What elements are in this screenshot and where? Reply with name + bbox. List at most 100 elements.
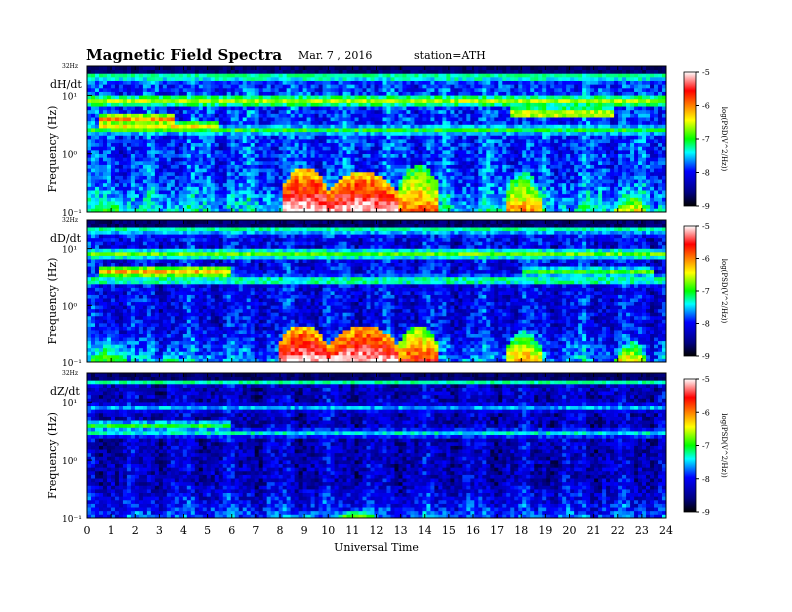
- spectrogram-cell: [518, 201, 523, 206]
- spectrogram-cell: [394, 142, 399, 147]
- spectrogram-cell: [350, 175, 355, 180]
- spectrogram-cell: [190, 208, 196, 213]
- spectrogram-cell: [402, 117, 407, 122]
- spectrogram-cell: [578, 179, 583, 184]
- spectrogram-cell: [118, 139, 124, 144]
- spectrogram-cell: [382, 106, 387, 111]
- spectrogram-cell: [366, 142, 371, 147]
- spectrogram-cell: [262, 204, 268, 209]
- spectrogram-cell: [366, 171, 371, 176]
- spectrogram-cell: [246, 146, 252, 151]
- spectrogram-cell: [490, 109, 495, 114]
- spectrogram-cell: [494, 186, 499, 191]
- spectrogram-cell: [254, 102, 260, 107]
- spectrogram-cell: [434, 160, 439, 165]
- spectrogram-cell: [234, 102, 240, 107]
- spectrogram-cell: [538, 109, 543, 114]
- spectrogram-cell: [442, 113, 447, 118]
- spectrogram-cell: [498, 201, 503, 206]
- spectrogram-cell: [154, 160, 160, 165]
- spectrogram-cell: [206, 201, 212, 206]
- spectrogram-cell: [394, 190, 399, 195]
- spectrogram-cell: [334, 87, 339, 92]
- spectrogram-cell: [582, 128, 587, 133]
- spectrogram-cell: [246, 84, 252, 89]
- spectrogram-cell: [270, 135, 276, 140]
- spectrogram-cell: [182, 208, 188, 213]
- spectrogram-cell: [442, 73, 447, 78]
- spectrogram-cell: [202, 66, 208, 71]
- spectrogram-cell: [338, 109, 343, 114]
- spectrogram-cell: [578, 76, 583, 81]
- spectrogram-cell: [530, 149, 535, 154]
- spectrogram-cell: [130, 186, 136, 191]
- spectrogram-cell: [554, 153, 559, 158]
- spectrogram-cell: [362, 124, 367, 129]
- spectrogram-cell: [518, 113, 523, 118]
- spectrogram-cell: [518, 164, 523, 169]
- spectrogram-cell: [362, 186, 367, 191]
- spectrogram-cell: [198, 171, 204, 176]
- spectrogram-cell: [90, 95, 96, 100]
- spectrogram-cell: [466, 109, 471, 114]
- spectrogram-cell: [578, 98, 583, 103]
- spectrogram-cell: [190, 84, 196, 89]
- spectrogram-cell: [122, 131, 128, 136]
- spectrogram-cell: [378, 76, 383, 81]
- spectrogram-cell: [498, 160, 503, 165]
- spectrogram-cell: [546, 131, 551, 136]
- spectrogram-cell: [482, 153, 487, 158]
- spectrogram-cell: [578, 186, 583, 191]
- spectrogram-cell: [182, 84, 188, 89]
- spectrogram-cell: [314, 139, 319, 144]
- spectrogram-cell: [166, 120, 172, 125]
- spectrogram-cell: [274, 175, 280, 180]
- spectrogram-cell: [182, 102, 188, 107]
- spectrogram-cell: [338, 168, 343, 173]
- spectrogram-cell: [246, 149, 252, 154]
- spectrogram-cell: [526, 160, 531, 165]
- spectrogram-cell: [186, 69, 192, 74]
- spectrogram-cell: [510, 186, 515, 191]
- spectrogram-cell: [418, 120, 423, 125]
- spectrogram-cell: [150, 164, 156, 169]
- spectrogram-cell: [534, 149, 539, 154]
- spectrogram-cell: [266, 84, 272, 89]
- spectrogram-cell: [570, 182, 575, 187]
- spectrogram-cell: [378, 164, 383, 169]
- spectrogram-cell: [518, 95, 523, 100]
- spectrogram-cell: [370, 153, 375, 158]
- spectrogram-cell: [302, 164, 308, 169]
- spectrogram-cell: [87, 179, 92, 184]
- spectrogram-cell: [430, 91, 435, 96]
- spectrogram-cell: [530, 168, 535, 173]
- spectrogram-cell: [218, 106, 224, 111]
- spectrogram-cell: [454, 146, 459, 151]
- spectrogram-cell: [282, 153, 288, 158]
- spectrogram-cell: [346, 153, 351, 158]
- spectrogram-cell: [394, 179, 399, 184]
- spectrogram-cell: [282, 171, 288, 176]
- spectrogram-cell: [466, 73, 471, 78]
- spectrogram-cell: [166, 190, 172, 195]
- spectrogram-cell: [122, 87, 128, 92]
- spectrogram-cell: [166, 160, 172, 165]
- spectrogram-cell: [342, 131, 347, 136]
- spectrogram-cell: [170, 91, 176, 96]
- spectrogram-cell: [582, 95, 587, 100]
- spectrogram-cell: [154, 66, 160, 71]
- spectrogram-cell: [102, 164, 108, 169]
- spectrogram-cell: [314, 95, 319, 100]
- spectrogram-cell: [498, 76, 503, 81]
- spectrogram-cell: [430, 117, 435, 122]
- spectrogram-cell: [582, 109, 587, 114]
- spectrogram-cell: [278, 153, 284, 158]
- spectrogram-cell: [530, 95, 535, 100]
- spectrogram-cell: [494, 204, 499, 209]
- spectrogram-cell: [546, 73, 551, 78]
- spectrogram-cell: [462, 164, 467, 169]
- spectrogram-cell: [134, 142, 140, 147]
- spectrogram-cell: [198, 80, 204, 85]
- spectrogram-cell: [118, 124, 124, 129]
- spectrogram-cell: [262, 95, 268, 100]
